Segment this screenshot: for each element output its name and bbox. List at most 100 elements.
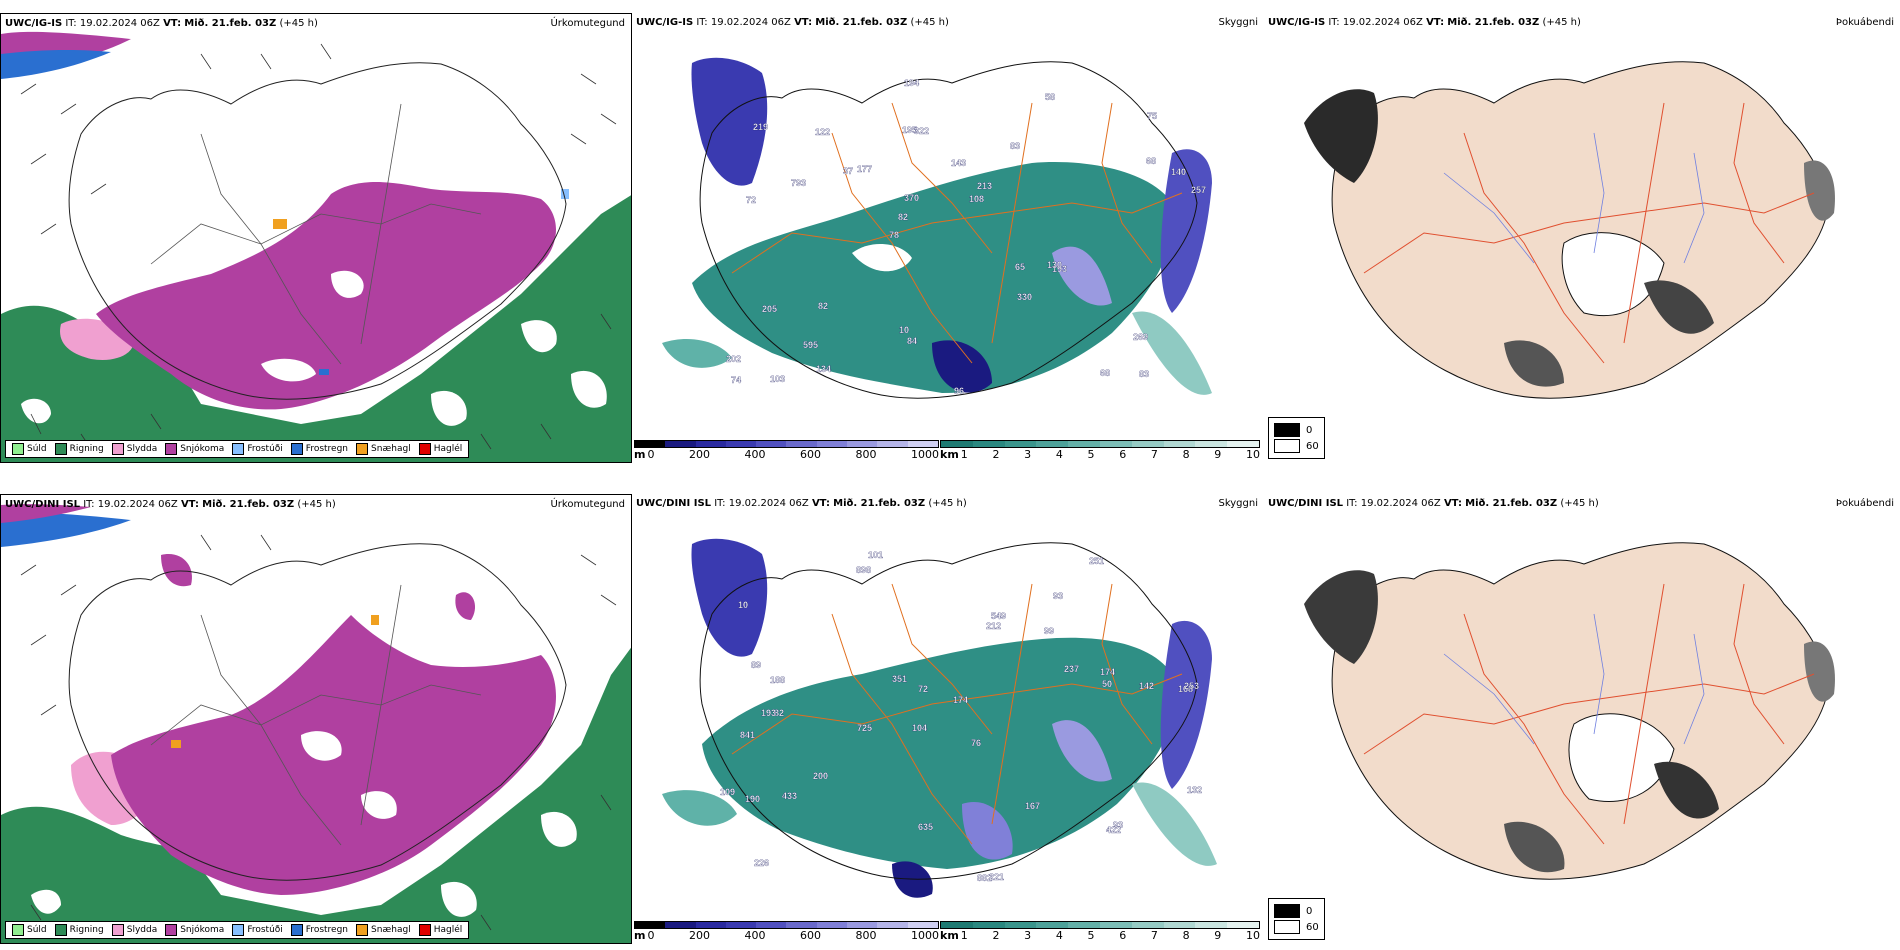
visibility-value-label: 330	[1017, 292, 1032, 302]
tick-label: 4	[1055, 929, 1063, 942]
legend-item: Snæhagl	[356, 924, 411, 936]
colorbar-segment	[635, 922, 666, 928]
panel-header-bottom-3: UWC/DINI ISL IT: 19.02.2024 06Z VT: Mið.…	[1268, 498, 1599, 509]
visibility-map-top: 8372757883103195143205177202595322213193…	[632, 13, 1264, 463]
it-value: 19.02.2024 06Z	[1360, 498, 1441, 509]
panel-header-top-2: UWC/IG-IS IT: 19.02.2024 06Z VT: Mið. 21…	[636, 17, 949, 28]
colorbar-segment	[877, 922, 908, 928]
colorbar-strip	[940, 921, 1260, 929]
colorbar-segment	[847, 441, 878, 447]
legend-swatch	[165, 924, 178, 936]
vt-label: VT:	[163, 18, 182, 29]
lead-time: (+45 h)	[910, 17, 949, 28]
coverage-swatch	[1274, 920, 1300, 934]
visibility-value-label: 251	[1089, 556, 1104, 566]
colorbar-segment	[1163, 441, 1196, 447]
visibility-value-label: 132	[1187, 785, 1202, 795]
model-name: UWC/DINI ISL	[5, 499, 81, 510]
vt-label: VT:	[1443, 498, 1462, 509]
visibility-value-label: 130	[1047, 260, 1062, 270]
visibility-value-label: 84	[907, 336, 917, 346]
legend-swatch	[165, 443, 178, 455]
tick-label: 9	[1214, 448, 1222, 461]
visibility-value-label: 68	[1100, 368, 1110, 378]
visibility-value-label: 174	[1100, 667, 1115, 677]
coverage-legend-top: 0 60	[1268, 417, 1325, 459]
vt-value: Mið. 21.feb. 03Z	[184, 18, 277, 29]
it-value: 19.02.2024 06Z	[728, 498, 809, 509]
tick-label: 0	[647, 448, 655, 461]
colorbar-segment	[1227, 441, 1259, 447]
legend-label: Frostregn	[305, 444, 349, 454]
visibility-value-label: 99	[1044, 626, 1054, 636]
visibility-value-label: 89	[751, 660, 761, 670]
panel-header-top-3: UWC/IG-IS IT: 19.02.2024 06Z VT: Mið. 21…	[1268, 17, 1581, 28]
precip-type-map-bottom	[1, 495, 631, 943]
legend-item: Frostúði	[232, 443, 283, 455]
vt-label: VT:	[180, 499, 199, 510]
colorbar-segment	[1068, 441, 1100, 447]
visibility-value-label: 134	[816, 364, 831, 374]
visibility-value-label: 103	[770, 374, 785, 384]
tick-label: 4	[1055, 448, 1063, 461]
vt-value: Mið. 21.feb. 03Z	[1447, 17, 1540, 28]
colorbar-segment	[1004, 922, 1037, 928]
panel-title-precip-type: Úrkomutegund	[550, 499, 625, 510]
legend-label: Slydda	[126, 444, 158, 454]
legend-item: Snæhagl	[356, 443, 411, 455]
tick-label: 200	[688, 929, 710, 942]
visibility-value-label: 433	[782, 791, 797, 801]
colorbar-unit: m	[634, 929, 646, 942]
legend-swatch	[290, 443, 303, 455]
colorbar-unit: km	[940, 448, 959, 461]
visibility-value-label: 68	[1146, 156, 1156, 166]
colorbar-segment	[1099, 922, 1132, 928]
legend-swatch	[232, 924, 245, 936]
legend-swatch	[54, 924, 67, 936]
tick-label: 6	[1119, 448, 1127, 461]
legend-swatch	[111, 924, 124, 936]
visibility-value-label: 122	[815, 127, 830, 137]
visibility-value-label: 188	[770, 675, 785, 685]
fog-map-bottom	[1264, 494, 1900, 944]
legend-item: Snjókoma	[165, 443, 224, 455]
visibility-value-label: 140	[1171, 167, 1186, 177]
panel-header-bottom-1: UWC/DINI ISL IT: 19.02.2024 06Z VT: Mið.…	[5, 499, 336, 510]
visibility-value-label: 370	[904, 193, 919, 203]
colorbar-segment	[725, 922, 757, 928]
it-label: IT:	[65, 18, 77, 29]
colorbar-strip	[940, 440, 1260, 448]
legend-swatch	[418, 924, 431, 936]
colorbar-strip	[634, 440, 939, 448]
vt-value: Mið. 21.feb. 03Z	[815, 17, 908, 28]
panel-title-visibility: Skyggni	[1218, 498, 1258, 509]
visibility-value-label: 205	[762, 304, 777, 314]
visibility-value-label: 50	[1102, 679, 1112, 689]
tick-label: 0	[647, 929, 655, 942]
visibility-value-label: 76	[971, 738, 981, 748]
coverage-label: 60	[1306, 921, 1319, 933]
visibility-value-label: 212	[986, 621, 1001, 631]
vt-value: Mið. 21.feb. 03Z	[833, 498, 926, 509]
vt-value: Mið. 21.feb. 03Z	[1465, 498, 1558, 509]
visibility-value-label: 82	[818, 301, 828, 311]
coverage-label: 0	[1306, 905, 1313, 917]
tick-label: 1000	[910, 929, 939, 942]
colorbar-segment	[1099, 441, 1132, 447]
model-name: UWC/IG-IS	[5, 18, 63, 29]
fog-panel-top: UWC/IG-IS IT: 19.02.2024 06Z VT: Mið. 21…	[1264, 13, 1900, 463]
legend-item: Haglél	[418, 443, 462, 455]
coverage-swatch	[1274, 423, 1300, 437]
colorbar-segment	[1004, 441, 1037, 447]
panel-title-precip-type: Úrkomutegund	[550, 18, 625, 29]
visibility-value-label: 549	[991, 611, 1006, 621]
panel-title-visibility: Skyggni	[1218, 17, 1258, 28]
colorbar-segment	[941, 922, 973, 928]
visibility-value-label: 93	[1053, 591, 1063, 601]
tick-label: 10	[1245, 448, 1260, 461]
visibility-value-label: 96	[954, 386, 964, 396]
precip-type-legend: Súld Rigning Slydda Snjókoma Frostúði Fr…	[5, 921, 470, 939]
precip-type-map-top	[1, 14, 631, 462]
